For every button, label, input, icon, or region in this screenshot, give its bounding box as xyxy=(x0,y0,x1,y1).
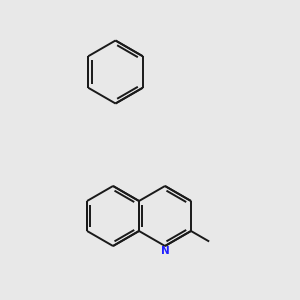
Text: N: N xyxy=(160,246,169,256)
